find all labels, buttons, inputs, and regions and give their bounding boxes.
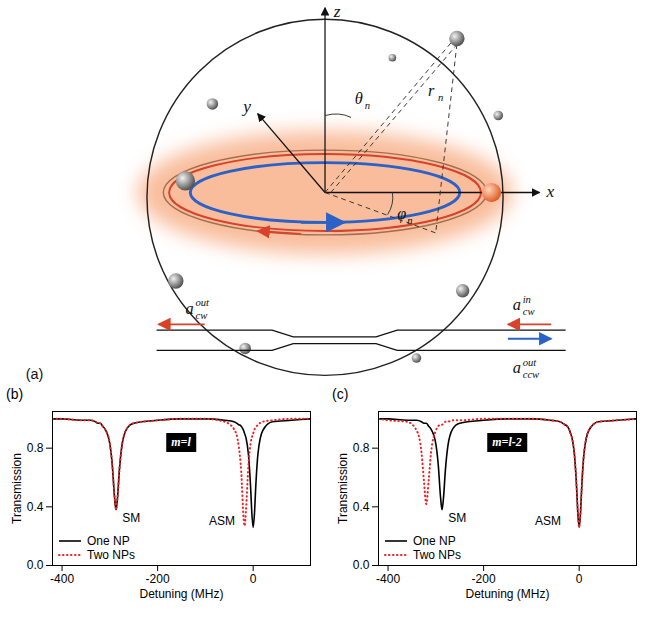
svg-text:0.8: 0.8: [27, 441, 44, 455]
svg-text:θ: θ: [355, 89, 363, 108]
svg-text:-200: -200: [472, 572, 496, 586]
html-text:m=l-2: m=l-2: [492, 435, 522, 449]
svg-text:-200: -200: [146, 572, 170, 586]
svg-text:-400: -400: [50, 572, 74, 586]
svg-text:0.4: 0.4: [353, 500, 370, 514]
svg-text:0.0: 0.0: [353, 558, 370, 572]
svg-text:ccw: ccw: [523, 369, 540, 380]
html-text:Two NPs: Two NPs: [413, 548, 461, 562]
svg-text:n: n: [365, 100, 370, 111]
svg-text:ASM: ASM: [209, 514, 235, 528]
svg-text:out: out: [195, 297, 210, 308]
svg-text:y: y: [241, 97, 251, 116]
svg-text:Transmission: Transmission: [336, 453, 350, 524]
svg-text:Detuning (MHz): Detuning (MHz): [465, 587, 549, 601]
svg-text:cw: cw: [523, 306, 536, 317]
svg-text:φ: φ: [397, 204, 406, 223]
svg-text:x: x: [545, 182, 554, 201]
svg-text:r: r: [428, 81, 435, 100]
svg-text:ASM: ASM: [535, 514, 561, 528]
svg-text:0: 0: [250, 572, 257, 586]
html-text:(b): (b): [6, 386, 24, 402]
svg-text:0: 0: [576, 572, 583, 586]
svg-text:n: n: [407, 215, 412, 226]
svg-text:0.4: 0.4: [27, 500, 44, 514]
svg-text:in: in: [523, 294, 531, 305]
svg-text:a: a: [513, 358, 521, 377]
html-text:(c): (c): [332, 386, 349, 402]
svg-text:SM: SM: [122, 511, 140, 525]
svg-text:a: a: [513, 295, 521, 314]
svg-text:SM: SM: [448, 511, 466, 525]
svg-text:z: z: [333, 2, 341, 21]
svg-text:Detuning (MHz): Detuning (MHz): [139, 587, 223, 601]
html-text:Two NPs: Two NPs: [87, 548, 135, 562]
svg-text:a: a: [185, 299, 193, 318]
svg-text:out: out: [523, 357, 538, 368]
html-text:One NP: One NP: [413, 534, 456, 548]
svg-text:0.8: 0.8: [353, 441, 370, 455]
svg-text:n: n: [438, 92, 443, 103]
svg-text:Transmission: Transmission: [10, 453, 24, 524]
svg-text:(a): (a): [26, 366, 44, 382]
svg-text:-400: -400: [376, 572, 400, 586]
svg-text:0.0: 0.0: [27, 558, 44, 572]
html-text:One NP: One NP: [87, 534, 130, 548]
html-text:m=l: m=l: [171, 435, 191, 449]
svg-text:cw: cw: [195, 310, 208, 321]
